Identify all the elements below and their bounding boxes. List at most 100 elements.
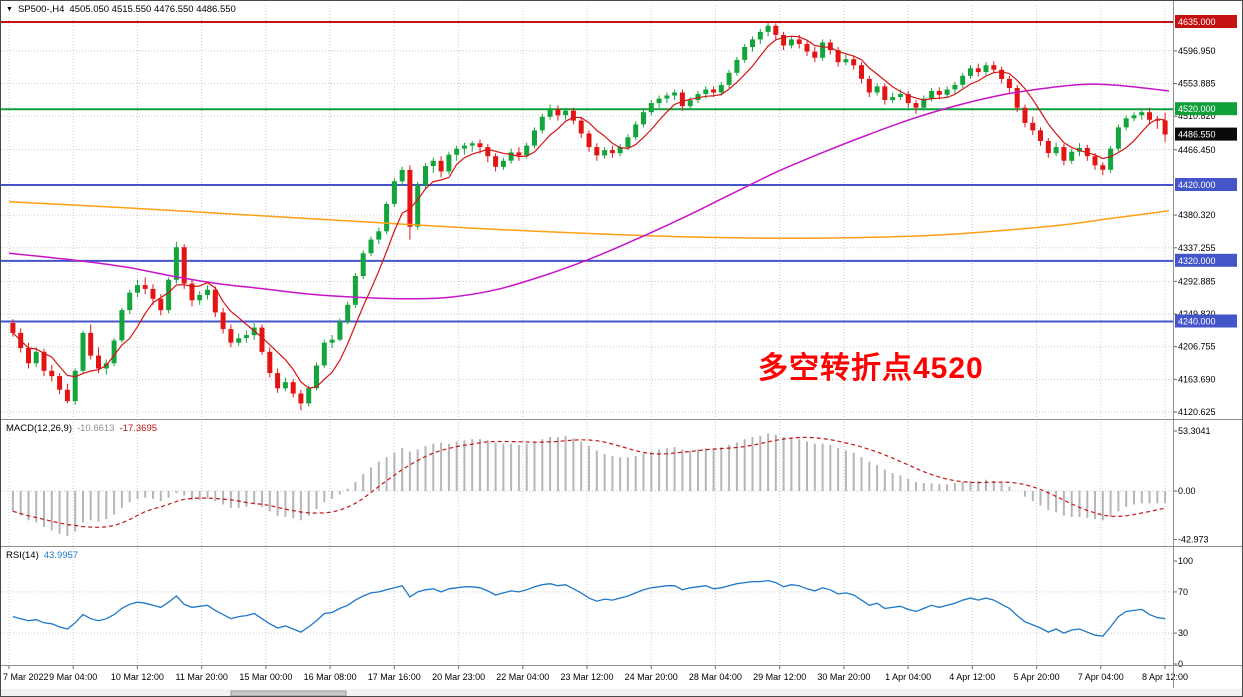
time-tick-label: 4 Apr 12:00 <box>949 672 995 682</box>
scrollbar-thumb[interactable] <box>230 690 347 696</box>
candle-body <box>314 365 319 389</box>
scrollbar-track[interactable] <box>1 689 1243 697</box>
candle-body <box>275 373 281 389</box>
ma-slow-line <box>8 200 1170 240</box>
candle-body <box>524 145 530 156</box>
candle-body <box>1115 127 1121 149</box>
candle-body <box>446 154 452 172</box>
time-tick-label: 15 Mar 00:00 <box>239 672 292 682</box>
macd-panel[interactable] <box>11 433 1167 536</box>
axis-tick-label: 100 <box>1178 556 1193 566</box>
candle-body <box>508 152 514 161</box>
rsi-value: 43.9957 <box>43 550 79 561</box>
candle-body <box>781 34 787 46</box>
ma-fast-line <box>12 35 1166 389</box>
candle-body <box>1030 122 1036 131</box>
candle-body <box>345 304 351 322</box>
candle-body <box>648 103 654 113</box>
symbol-title: SP500-,H4 <box>17 4 65 15</box>
candle-body <box>337 321 343 340</box>
price-label-text: 4635.000 <box>1178 17 1216 27</box>
candle-body <box>360 253 366 276</box>
candle-body <box>547 109 553 117</box>
candle-body <box>384 204 390 232</box>
candle-body <box>936 91 942 95</box>
candle-body <box>586 133 592 148</box>
candle-body <box>469 143 475 146</box>
axis-tick-label: 4596.950 <box>1178 46 1216 56</box>
candle-body <box>135 285 140 293</box>
axis-tick-label: 53.3041 <box>1178 426 1211 436</box>
collapse-indicator-icon[interactable]: ▼ <box>6 6 13 14</box>
price-label-box <box>1175 15 1237 28</box>
candle-body <box>111 340 117 364</box>
candle-body <box>999 69 1005 79</box>
time-tick-label: 16 Mar 08:00 <box>304 672 357 682</box>
candle-body <box>594 147 600 156</box>
candle-body <box>493 156 499 167</box>
candle-body <box>866 78 872 93</box>
candle-body <box>672 92 678 96</box>
candle-body <box>80 332 86 371</box>
candle-body <box>298 393 304 404</box>
candle-body <box>804 44 810 52</box>
candle-body <box>197 295 203 301</box>
candle-body <box>423 166 428 186</box>
candle-body <box>843 59 849 63</box>
time-tick-label: 17 Mar 16:00 <box>368 672 421 682</box>
candle-body <box>119 310 125 341</box>
candle-body <box>1139 112 1145 116</box>
candle-body <box>734 59 740 73</box>
rsi-panel[interactable] <box>12 579 1166 637</box>
candle-body <box>617 147 623 154</box>
candle-body <box>33 351 39 364</box>
candle-body <box>555 109 561 116</box>
candle-body <box>750 39 755 47</box>
candle-body <box>96 355 101 369</box>
candle-body <box>913 103 919 108</box>
time-axis: 7 Mar 2022 9 Mar 04:00 10 Mar 12:00 11 Mar … <box>3 665 1188 682</box>
grid-lines <box>1 5 1173 665</box>
candles <box>10 22 1168 411</box>
axis-tick-label: 4249.820 <box>1178 309 1216 319</box>
candle-body <box>897 94 903 97</box>
horizontal-scrollbar[interactable] <box>1 689 1243 697</box>
price-label-text: 4240.000 <box>1178 317 1216 327</box>
time-tick-label: 8 Apr 12:00 <box>1142 672 1188 682</box>
candle-body <box>991 65 997 70</box>
price-label-box <box>1175 314 1237 328</box>
price-axis: 4596.950 4553.885 4510.820 4466.450 4380.320… <box>1173 15 1237 669</box>
price-annotation[interactable]: 多空转折点4520 <box>758 352 984 385</box>
candle-body <box>812 51 818 58</box>
candle-body <box>742 47 748 60</box>
candle-body <box>181 247 187 284</box>
candle-body <box>236 338 242 343</box>
candle-body <box>142 285 148 289</box>
candle-body <box>438 160 444 172</box>
price-label-text: 4520.000 <box>1178 104 1216 114</box>
axis-tick-label: 4292.885 <box>1178 276 1216 286</box>
candle-body <box>851 59 857 66</box>
price-label-box <box>1175 127 1237 141</box>
price-level-lines[interactable] <box>1 21 1173 323</box>
candle-body <box>399 169 405 182</box>
candle-body <box>563 110 569 116</box>
candle-body <box>944 89 950 95</box>
candle-body <box>1069 151 1075 161</box>
price-label-box <box>1175 178 1237 191</box>
axis-tick-label: 4553.885 <box>1178 79 1216 89</box>
time-tick-label: 7 Mar 2022 <box>3 672 49 682</box>
candle-body <box>1014 88 1020 108</box>
candle-body <box>703 89 709 94</box>
candle-body <box>1123 118 1129 128</box>
candle-body <box>189 283 195 301</box>
candle-body <box>26 348 31 364</box>
candle-body <box>306 388 312 404</box>
ohlc-values: 4505.050 4515.550 4476.550 4486.550 <box>69 4 236 15</box>
axis-tick-label: 4380.320 <box>1178 210 1216 220</box>
candle-body <box>890 97 896 101</box>
time-tick-label: 7 Apr 04:00 <box>1078 672 1124 682</box>
time-tick-label: 23 Mar 12:00 <box>560 672 613 682</box>
